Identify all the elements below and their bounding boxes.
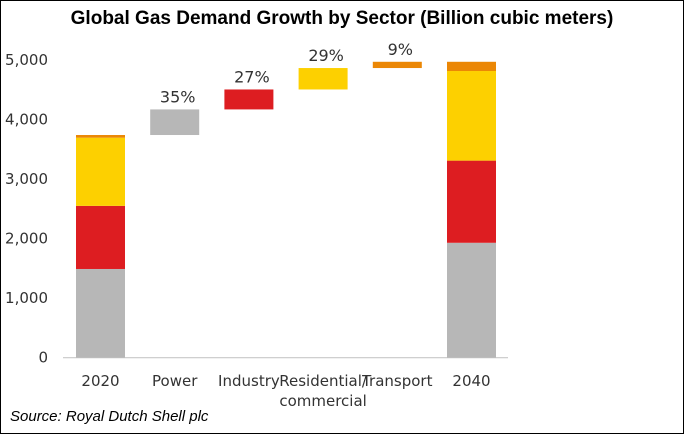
x-tick-label: 2040: [452, 372, 490, 390]
x-tick-label: Residential/: [279, 372, 368, 390]
chart-title: Global Gas Demand Growth by Sector (Bill…: [70, 8, 614, 29]
bar-segment-2040-transport: [447, 61, 496, 72]
increment-bar-residential: [298, 68, 348, 90]
y-tick-label: 2,000: [5, 230, 48, 248]
x-tick-label: Power: [152, 372, 198, 390]
data-label: 29%: [308, 46, 344, 65]
bar-segment-2040-industry: [447, 160, 496, 243]
x-tick-label: Transport: [361, 372, 433, 390]
data-label: 9%: [388, 40, 413, 59]
bar-segment-2040-power: [447, 242, 496, 358]
increment-bar-industry: [224, 89, 274, 110]
data-label: 27%: [234, 67, 270, 86]
bar-segment-2020-residential: [76, 137, 125, 206]
x-tick-label: commercial: [279, 392, 367, 410]
bar-segment-2020-power: [76, 268, 125, 358]
bar-segment-2020-transport: [76, 135, 125, 138]
bar-segment-2040-residential: [447, 71, 496, 161]
y-tick-label: 3,000: [5, 170, 48, 188]
increment-bar-transport: [372, 61, 422, 69]
data-label: 35%: [160, 87, 196, 106]
x-tick-label: Industry: [218, 372, 280, 390]
chart-source: Source: Royal Dutch Shell plc: [10, 408, 209, 425]
y-tick-label: 1,000: [5, 289, 48, 307]
increment-bar-power: [150, 109, 200, 136]
y-tick-label: 4,000: [5, 111, 48, 129]
y-tick-label: 0: [38, 349, 48, 367]
bar-segment-2020-industry: [76, 205, 125, 269]
x-tick-label: 2020: [81, 372, 119, 390]
y-tick-label: 5,000: [5, 51, 48, 69]
